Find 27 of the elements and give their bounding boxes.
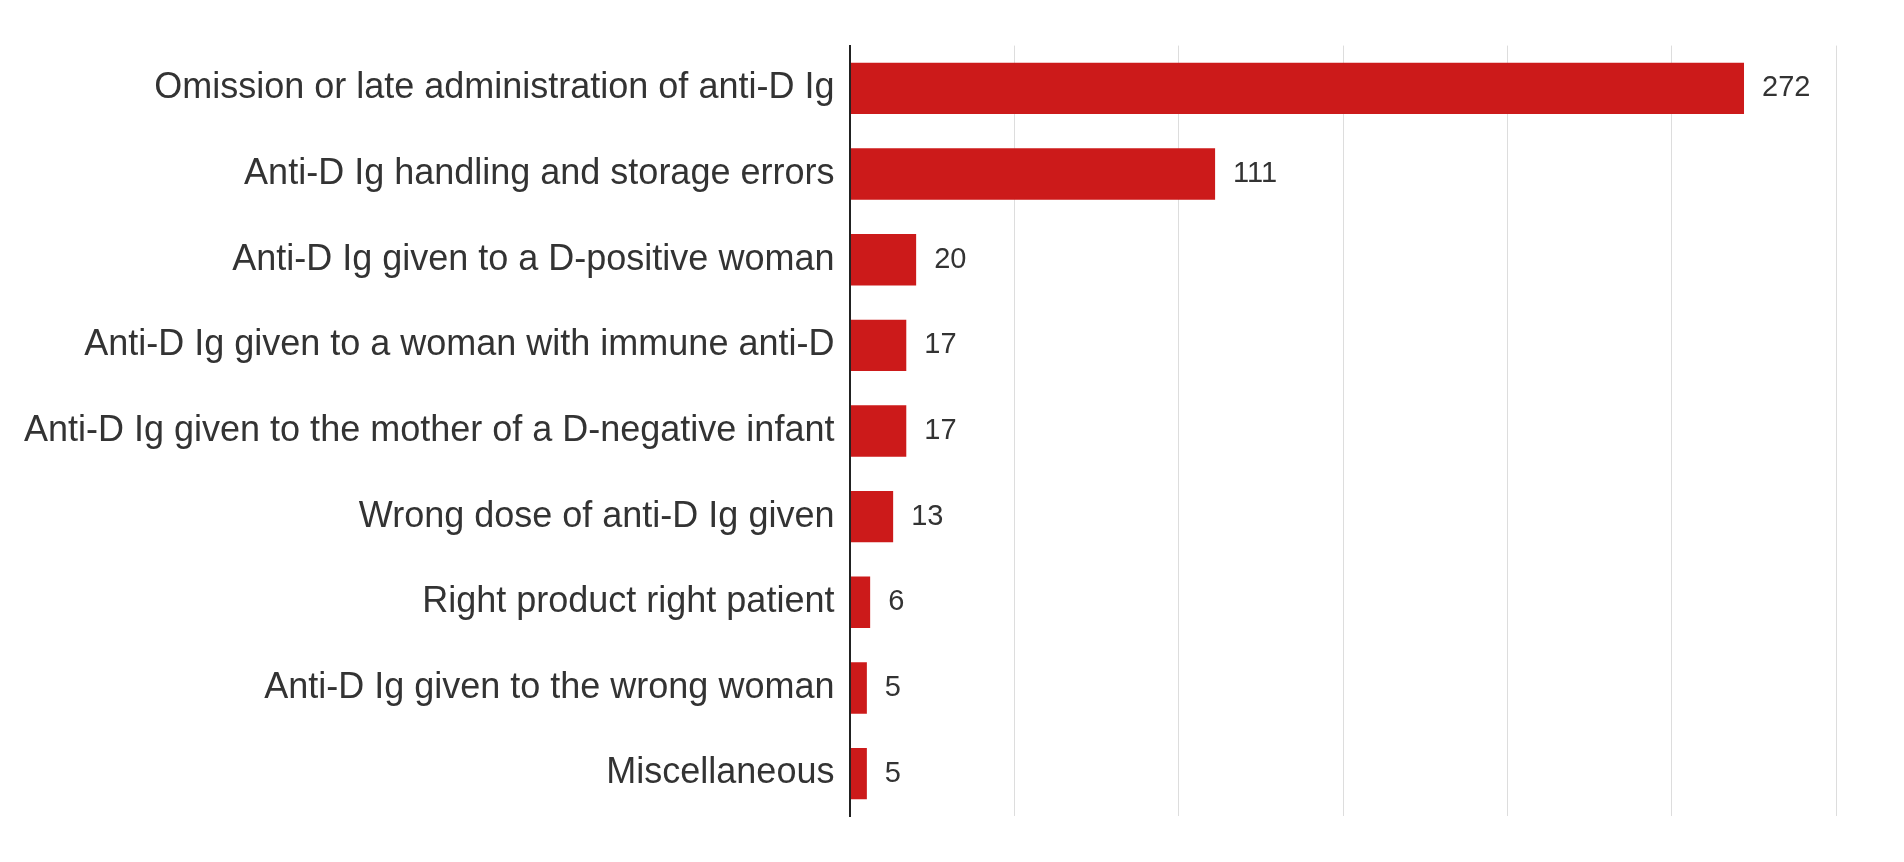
data-label: 272 — [1762, 70, 1811, 103]
data-label: 6 — [888, 584, 905, 617]
data-label: 5 — [884, 755, 902, 788]
data-label: 111 — [1233, 156, 1278, 189]
y-tick-label: Anti-D Ig handling and storage errors — [244, 150, 835, 192]
bar — [850, 662, 867, 714]
y-tick-label: Wrong dose of anti-D Ig given — [358, 493, 835, 535]
bar — [850, 148, 1216, 200]
data-label: 17 — [924, 327, 957, 360]
data-label: 17 — [924, 413, 957, 445]
y-tick-label: Anti-D Ig given to the wrong woman — [264, 664, 835, 706]
y-tick-label: Anti-D Ig given to a D-positive woman — [232, 236, 835, 278]
data-label: 5 — [884, 669, 902, 702]
data-label: 13 — [911, 498, 944, 531]
y-tick-label: Anti-D Ig given to the mother of a D-negative infant — [23, 407, 835, 449]
bar — [850, 576, 871, 628]
bar — [850, 747, 867, 800]
bar — [850, 490, 894, 543]
y-tick-label: Miscellaneous — [606, 750, 835, 792]
y-tick-label: Right product right patient — [422, 579, 835, 621]
y-tick-label: Anti-D Ig given to a woman with immune anti-D — [84, 322, 835, 364]
y-tick-label: Omission or late administration of anti-D Ig — [154, 65, 835, 107]
bar — [850, 405, 907, 457]
bar — [850, 319, 907, 372]
bar — [850, 234, 917, 286]
data-label: 20 — [934, 241, 967, 274]
bar — [850, 62, 1745, 115]
